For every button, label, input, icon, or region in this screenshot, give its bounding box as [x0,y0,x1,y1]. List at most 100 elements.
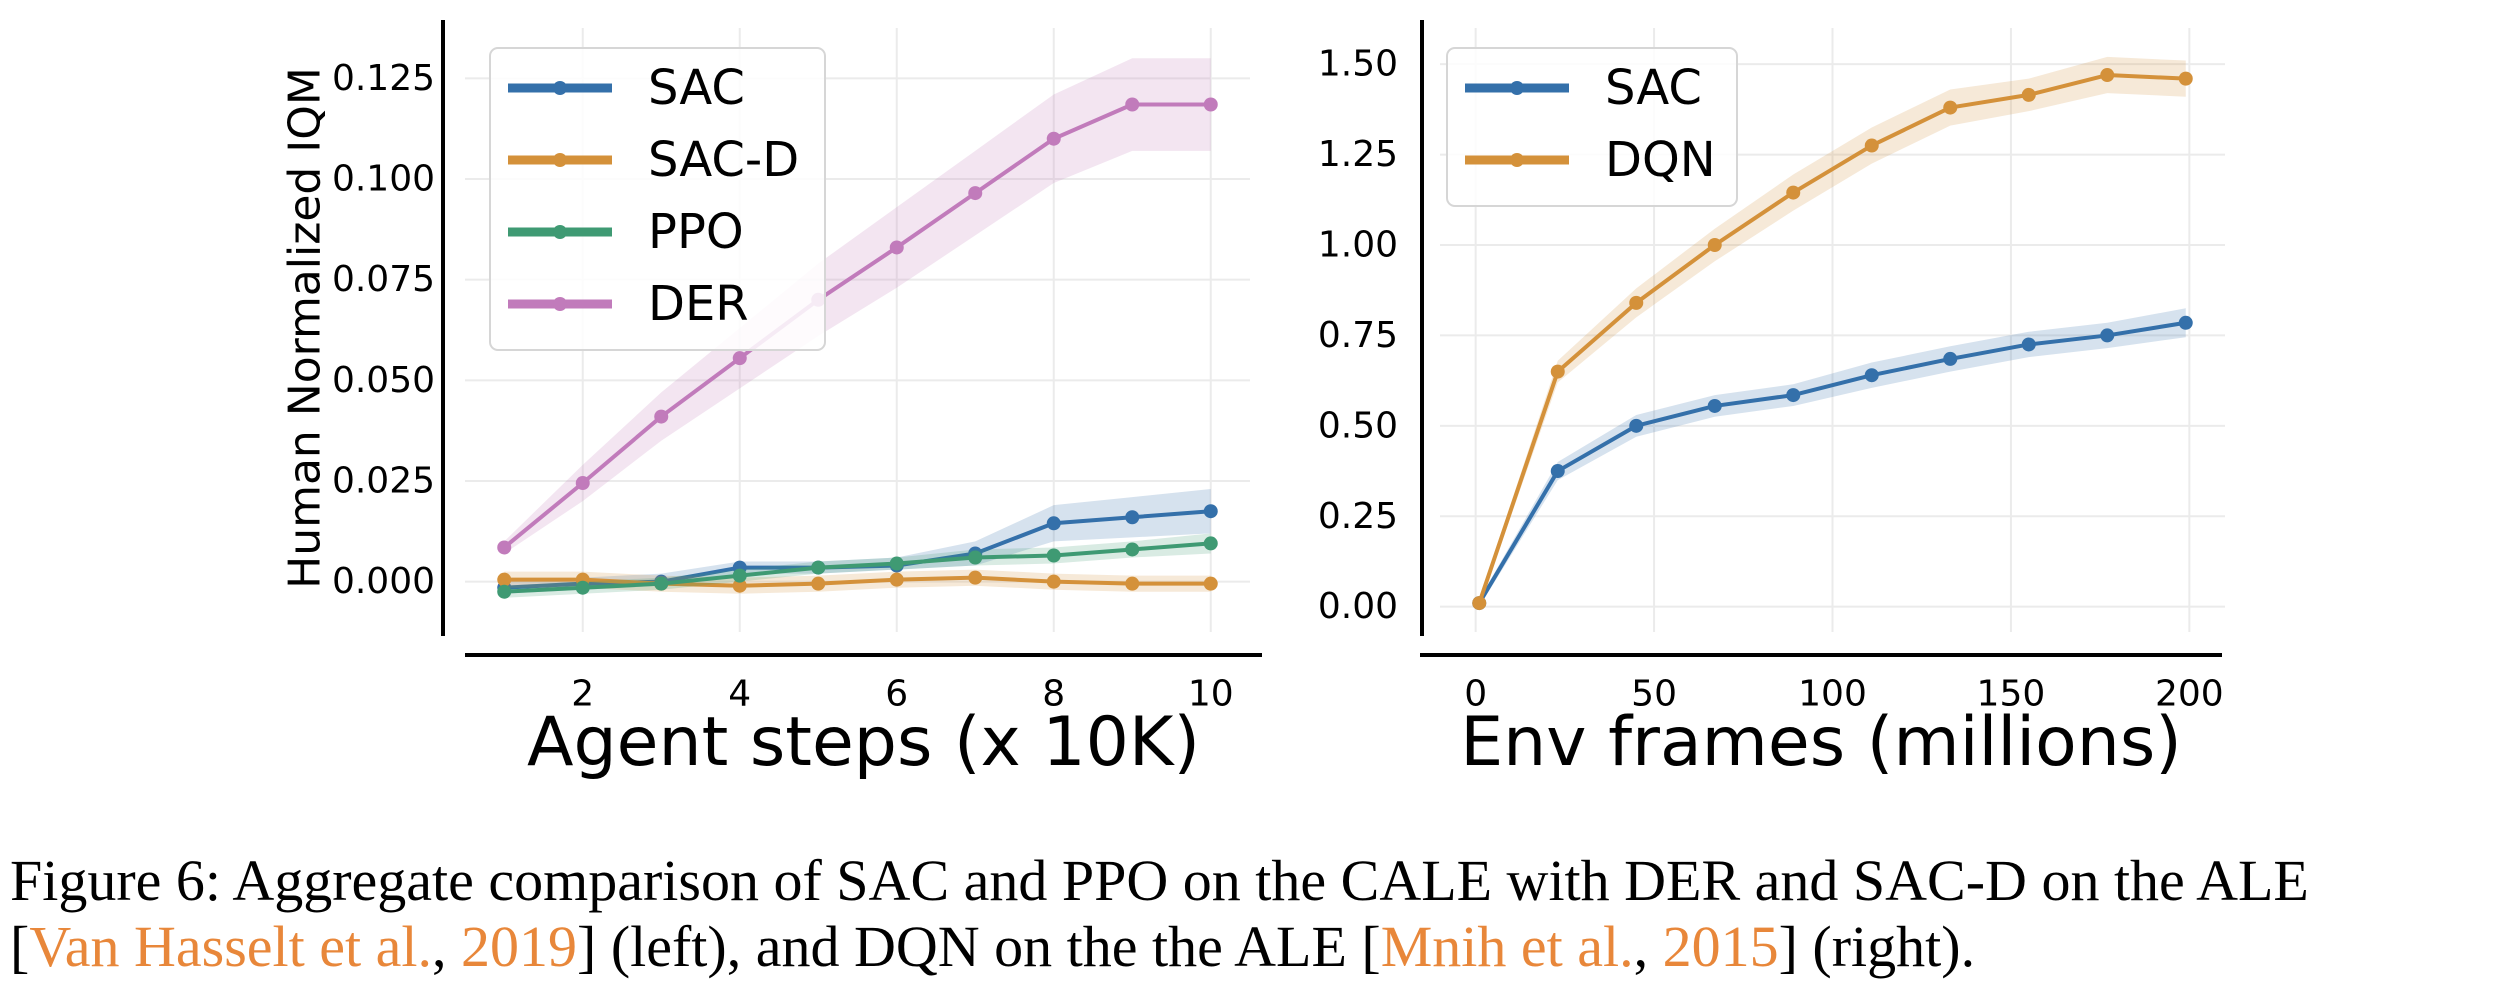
data-point-dqn [2178,71,2193,86]
data-point-der [968,186,983,201]
data-point-dqn [1550,364,1565,379]
legend-marker-sac [553,81,567,95]
citation-separator: , [432,914,461,979]
x-axis-label: Agent steps (x 10K) [527,703,1200,782]
data-point-der [654,409,669,424]
confidence-band-sac [504,489,1211,594]
data-point-sac [1707,398,1722,413]
y-tick-label: 0.00 [1318,586,1398,627]
citation-separator: , [1633,914,1663,979]
data-point-ppo [1203,536,1218,551]
data-point-sac [1046,516,1061,531]
data-point-dqn [1864,138,1879,153]
data-point-der [497,540,512,555]
legend: SAC DQN [1446,47,1738,207]
legend-box [489,47,826,351]
data-point-sac [2021,337,2036,352]
caption-closing-text: ] (right). [1778,914,1976,979]
data-point-sac-d [1125,576,1140,591]
gridlines [1440,28,2225,632]
y-tick-label: 0.025 [332,461,435,502]
data-point-dqn [1707,238,1722,253]
legend-label-sac: SAC [648,60,745,116]
data-point-sac [1125,510,1140,525]
legend-marker-ppo [553,225,567,239]
y-tick-label: 0.075 [332,259,435,300]
y-tick-label: 1.25 [1318,134,1398,175]
legend-label-der: DER [648,276,749,332]
x-tick-label: 6 [885,674,908,715]
data-point-sac-d [811,576,826,591]
legend-marker-der [553,297,567,311]
data-point-der [732,351,747,366]
data-point-sac-d [732,578,747,593]
data-point-ppo [732,568,747,583]
data-point-ppo [889,556,904,571]
data-point-sac-d [497,572,512,587]
x-tick-label: 150 [1977,674,2046,715]
caption-line-2: [Van Hasselt et al., 2019] (left), and D… [10,914,2490,980]
data-point-sac [2178,315,2193,330]
legend-label-sac: SAC [1605,60,1702,116]
data-point-sac [1203,504,1218,519]
y-tick-label: 0.000 [332,561,435,602]
data-point-sac-d [889,572,904,587]
figure-caption: Figure 6: Aggregate comparison of SAC an… [10,848,2490,980]
legend-marker-dqn [1510,153,1524,167]
x-axis-label: Env frames (millions) [1460,703,2182,782]
legend-label-sac-d: SAC-D [648,132,799,188]
right-chart: 0.00 0.25 0.50 0.75 1.00 1.25 1.50 0 50 100 150 200… [1318,20,2225,782]
citation-van-hasselt-author[interactable]: Van Hasselt et al. [29,914,432,979]
data-point-dqn [1629,295,1644,310]
caption-line-1: Figure 6: Aggregate comparison of SAC an… [10,848,2309,913]
series-sac [1472,308,2193,611]
series-sac-d [497,569,1218,594]
y-tick-label: 0.50 [1318,405,1398,446]
citation-mnih-year[interactable]: 2015 [1662,914,1779,979]
x-tick-label: 0 [1464,674,1487,715]
data-point-dqn [1943,100,1958,115]
left-chart: 0.000 0.025 0.050 0.075 0.100 0.125 2 4 6 8 10Agen… [280,20,1262,782]
x-tick-label: 8 [1042,674,1065,715]
data-point-ppo [1046,548,1061,563]
data-point-der [1046,131,1061,146]
data-point-sac [2100,328,2115,343]
data-point-dqn [1786,185,1801,200]
data-point-sac [1943,351,1958,366]
caption-middle-text: ] (left), and DQN on the the ALE [ [577,914,1381,979]
citation-van-hasselt-year[interactable]: 2019 [461,914,577,979]
series-line-sac-d [504,575,1211,588]
data-point-ppo [654,576,669,591]
confidence-band-sac [1479,308,2186,607]
series-line-sac [1477,320,2187,605]
x-tick-label: 2 [571,674,594,715]
legend: SAC SAC-D PPO DER [489,47,826,351]
series-der [497,58,1218,555]
series-dqn [1472,56,2193,611]
data-point-sac [1864,368,1879,383]
data-point-sac-d [1203,576,1218,591]
series-line-dqn [1477,73,2186,604]
y-tick-label: 1.00 [1318,225,1398,266]
x-tick-label: 10 [1188,674,1234,715]
confidence-band-der [504,58,1211,554]
data-point-der [1125,97,1140,112]
y-axis-label: Human Normalized IQM [280,67,331,589]
series-line-der [502,102,1211,549]
x-tick-label: 200 [2155,674,2224,715]
data-point-ppo [811,560,826,575]
x-tick-label: 50 [1631,674,1677,715]
data-point-sac-d [968,570,983,585]
legend-marker-sac [1510,81,1524,95]
y-tick-label: 0.25 [1318,496,1398,537]
legend-marker-sac-d [553,153,567,167]
caption-bracket-open: [ [10,914,30,979]
y-tick-label: 1.50 [1318,44,1398,85]
data-point-ppo [968,550,983,565]
data-point-dqn [2021,87,2036,102]
y-tick-label: 0.050 [332,360,435,401]
citation-mnih-author[interactable]: Mnih et al. [1380,914,1634,979]
y-tick-label: 0.75 [1318,315,1398,356]
data-point-ppo [1125,542,1140,557]
